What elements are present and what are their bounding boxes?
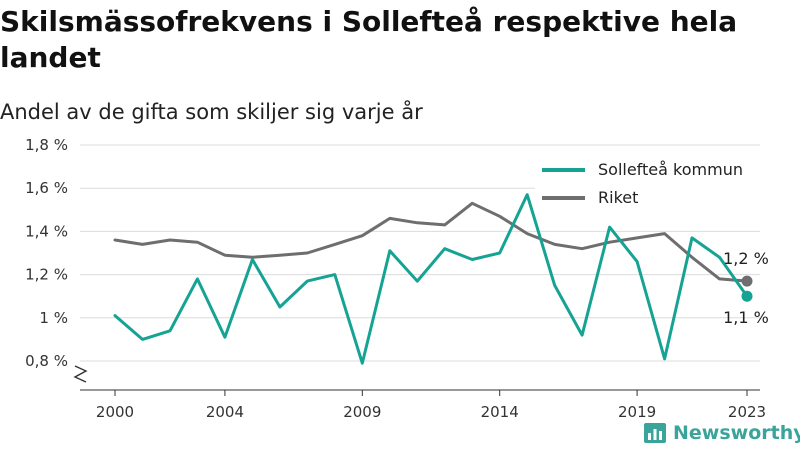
end-label-riket: 1,2 % (723, 249, 769, 268)
series-line-solleftea (113, 193, 749, 365)
y-tick-label: 0,8 % (25, 352, 68, 370)
end-label-solleftea: 1,1 % (723, 308, 769, 327)
newsworthy-logo: Newsworthy (643, 419, 800, 447)
chart-title: Skilsmässofrekvens i Sollefteå respektiv… (0, 5, 738, 74)
end-labels: 1,2 % 1,1 % (723, 249, 769, 327)
x-tick-label: 2004 (206, 403, 244, 421)
y-tick-label: 1,8 % (25, 136, 68, 154)
series-line-riket (113, 201, 749, 283)
x-tick-label: 2000 (96, 403, 134, 421)
y-tick-label: 1 % (39, 309, 68, 327)
y-tick-label: 1,4 % (25, 222, 68, 240)
x-tick-label: 2014 (481, 403, 519, 421)
axis-break-icon (73, 365, 88, 383)
axes: 0,8 % 1 % 1,2 % 1,4 % 1,6 % 1,8 % 2000 2004 2009… (25, 136, 766, 421)
legend-background (535, 156, 760, 210)
y-tick-label: 1,2 % (25, 266, 68, 284)
y-tick-label: 1,6 % (25, 179, 68, 197)
end-point-marker (741, 290, 753, 302)
chart-subtitle: Andel av de gifta som skiljer sig varje … (0, 100, 423, 124)
chart-logo-icon (644, 423, 666, 443)
brand-name: Newsworthy (673, 422, 800, 444)
legend-label: Riket (598, 188, 638, 207)
legend: Sollefteå kommun Riket (535, 156, 760, 210)
legend-label: Sollefteå kommun (598, 160, 743, 179)
end-point-marker (741, 275, 753, 287)
x-tick-label: 2009 (343, 403, 381, 421)
x-tick-label: 2023 (728, 403, 766, 421)
x-tick-label: 2019 (618, 403, 656, 421)
series-lines (113, 193, 753, 365)
